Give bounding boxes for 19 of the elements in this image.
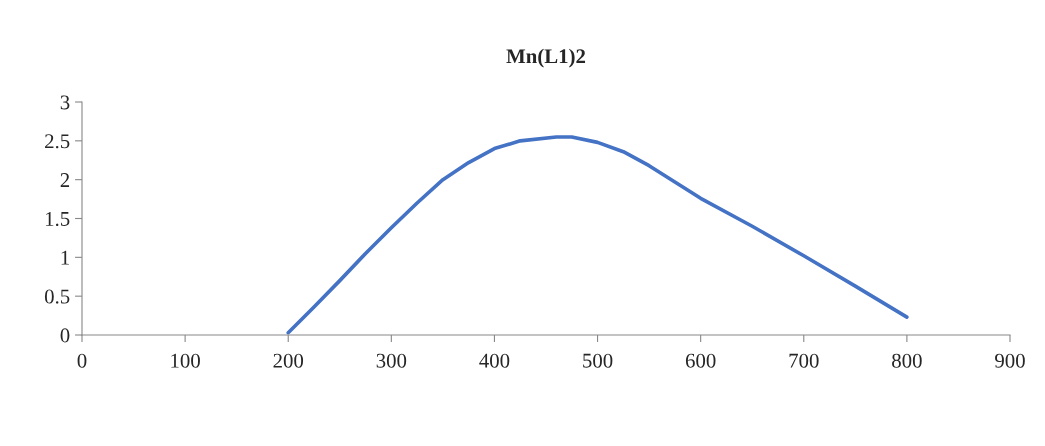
y-tick-label: 0.5 bbox=[44, 289, 70, 304]
y-tick-label: 0 bbox=[60, 328, 70, 343]
x-tick-label: 400 bbox=[479, 353, 510, 368]
x-tick-label: 800 bbox=[892, 353, 922, 368]
x-tick-label: 900 bbox=[995, 353, 1025, 368]
x-tick-label: 100 bbox=[171, 353, 200, 368]
x-tick-label: 0 bbox=[77, 353, 87, 368]
y-tick-label: 1 bbox=[61, 250, 69, 265]
y-tick-label: 3 bbox=[60, 95, 70, 110]
y-tick-label: 2 bbox=[60, 173, 70, 187]
x-tick-label: 700 bbox=[789, 353, 819, 368]
chart-title: Mn(L1)2 bbox=[506, 48, 586, 68]
x-tick-label: 600 bbox=[685, 353, 716, 368]
x-tick-label: 200 bbox=[273, 353, 304, 368]
x-tick-label: 500 bbox=[583, 353, 613, 368]
y-tick-label: 1.5 bbox=[45, 211, 70, 227]
line-series bbox=[286, 135, 909, 335]
x-tick-label: 300 bbox=[376, 353, 407, 368]
y-tick-label: 2.5 bbox=[45, 134, 70, 149]
